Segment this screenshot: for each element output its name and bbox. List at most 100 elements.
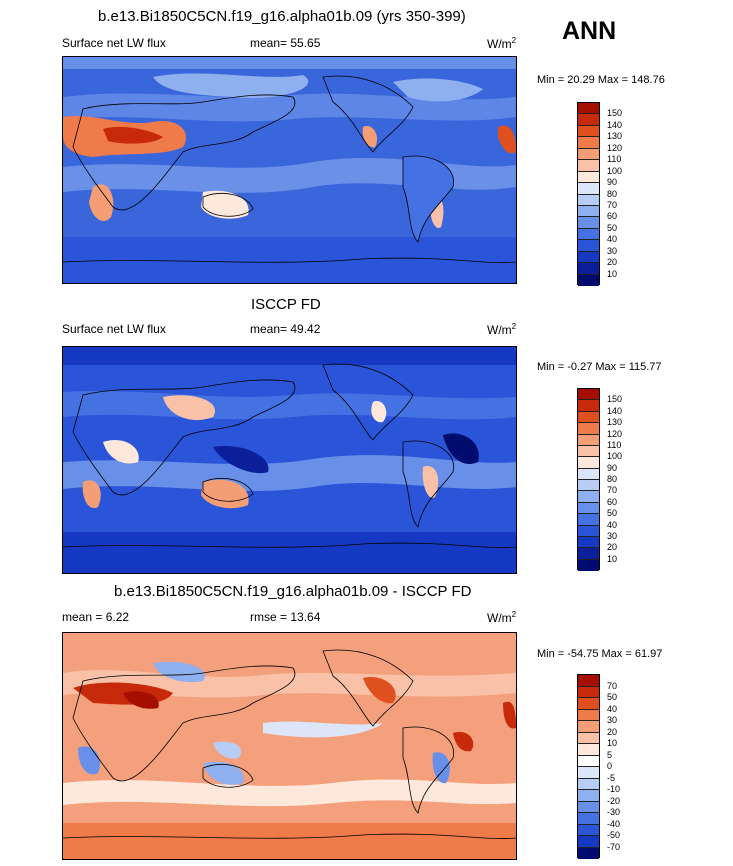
colorbar-swatch <box>578 251 599 264</box>
colorbar-tick-label: 10 <box>607 553 618 564</box>
colorbar-tick-label: 5 <box>607 749 613 760</box>
colorbar-swatch <box>578 148 599 161</box>
colorbar-swatch <box>578 721 599 733</box>
colorbar-tick-label: 60 <box>607 211 618 222</box>
colorbar-swatch <box>578 709 599 721</box>
colorbar-swatch <box>578 847 599 859</box>
colorbar-swatch <box>578 813 599 825</box>
colorbar-swatch <box>578 502 599 515</box>
colorbar-swatch <box>578 205 599 218</box>
colorbar-tick-label: 20 <box>607 726 618 737</box>
colorbar-tick-label: 80 <box>607 188 618 199</box>
panel-3-title: b.e13.Bi1850C5CN.f19_g16.alpha01b.09 - I… <box>114 583 472 600</box>
colorbar-tick-label: 70 <box>607 485 618 496</box>
colorbar-tick-label: -50 <box>607 830 621 840</box>
colorbar-tick-label: 50 <box>607 222 618 233</box>
panel-2-mean: mean= 49.42 <box>250 322 321 336</box>
colorbar-swatch <box>578 274 599 286</box>
panel-1-mean: mean= 55.65 <box>250 36 321 50</box>
colorbar-swatch <box>578 686 599 698</box>
colorbar-swatch <box>578 514 599 526</box>
colorbar-swatch <box>578 137 599 149</box>
colorbar-swatch <box>578 194 599 206</box>
colorbar-tick-label: 60 <box>607 496 618 507</box>
colorbar-tick-label: 100 <box>607 165 623 176</box>
colorbar-swatch <box>578 559 599 571</box>
colorbar-tick-label: 130 <box>607 417 623 428</box>
panel-2-minmax: Min = -0.27 Max = 115.77 <box>537 361 662 373</box>
colorbar-swatch <box>578 160 599 172</box>
colorbar-swatch <box>578 525 599 537</box>
colorbar-tick-label: 110 <box>607 154 622 165</box>
colorbar-swatch <box>578 434 599 446</box>
colorbar-swatch <box>578 423 599 435</box>
colorbar-tick-label: -70 <box>607 841 621 852</box>
panel-3-units: W/m2 <box>487 610 517 625</box>
colorbar-tick-label: 10 <box>607 738 618 748</box>
colorbar-swatch <box>578 103 599 115</box>
colorbar-swatch <box>578 491 599 503</box>
colorbar-swatch <box>578 263 599 275</box>
colorbar-swatch <box>578 468 599 480</box>
colorbar-swatch <box>578 778 599 790</box>
panel-1-minmax: Min = 20.29 Max = 148.76 <box>537 74 665 86</box>
colorbar-swatch <box>578 801 599 813</box>
colorbar-tick-label: 110 <box>607 439 622 450</box>
colorbar-swatch <box>578 400 599 412</box>
panel-2-map <box>62 346 517 574</box>
colorbar-tick-label: 90 <box>607 462 618 473</box>
panel-3-colorbar <box>577 674 600 859</box>
colorbar-tick-label: 90 <box>607 177 618 188</box>
colorbar-tick-label: 120 <box>607 428 623 439</box>
colorbar-tick-label: 10 <box>607 268 618 279</box>
colorbar-swatch <box>578 790 599 802</box>
colorbar-tick-label: 80 <box>607 474 618 484</box>
panel-2-variable: Surface net LW flux <box>62 322 166 336</box>
colorbar-tick-label: -5 <box>607 772 616 783</box>
colorbar-swatch <box>578 836 599 848</box>
colorbar-tick-label: 70 <box>607 199 618 210</box>
panel-2-colorbar <box>577 388 600 571</box>
panel-3-rmse: rmse = 13.64 <box>250 610 321 624</box>
panel-1-title: b.e13.Bi1850C5CN.f19_g16.alpha01b.09 (yr… <box>98 8 466 25</box>
colorbar-tick-label: 100 <box>607 451 623 462</box>
colorbar-tick-label: 140 <box>607 119 623 130</box>
colorbar-swatch <box>578 457 599 469</box>
colorbar-swatch <box>578 480 599 492</box>
panel-1-units: W/m2 <box>487 36 517 51</box>
colorbar-tick-label: -40 <box>607 818 621 829</box>
colorbar-swatch <box>578 824 599 836</box>
panel-1-map <box>62 56 517 284</box>
colorbar-swatch <box>578 228 599 241</box>
colorbar-swatch <box>578 389 599 401</box>
colorbar-tick-label: 30 <box>607 245 618 256</box>
colorbar-swatch <box>578 217 599 229</box>
colorbar-swatch <box>578 698 599 710</box>
colorbar-swatch <box>578 548 599 560</box>
colorbar-tick-label: 20 <box>607 257 618 268</box>
colorbar-tick-label: -10 <box>607 784 621 794</box>
colorbar-swatch <box>578 125 599 138</box>
colorbar-tick-label: 30 <box>607 715 618 725</box>
colorbar-swatch <box>578 675 599 687</box>
panel-3-map <box>62 632 517 860</box>
colorbar-tick-label: 0 <box>607 761 613 771</box>
panel-2-units: W/m2 <box>487 322 517 337</box>
colorbar-tick-label: 50 <box>607 692 618 702</box>
colorbar-tick-label: 120 <box>607 142 623 153</box>
colorbar-swatch <box>578 411 599 424</box>
colorbar-tick-label: 130 <box>607 131 623 142</box>
colorbar-tick-label: 40 <box>607 703 618 714</box>
colorbar-swatch <box>578 240 599 252</box>
colorbar-tick-label: 150 <box>607 394 623 405</box>
panel-2-title: ISCCP FD <box>251 296 321 313</box>
colorbar-swatch <box>578 536 599 549</box>
colorbar-tick-label: 50 <box>607 508 618 519</box>
panel-1-colorbar <box>577 102 600 286</box>
colorbar-swatch <box>578 767 599 779</box>
colorbar-swatch <box>578 732 599 744</box>
colorbar-tick-label: 140 <box>607 405 623 416</box>
colorbar-tick-label: -20 <box>607 795 621 806</box>
colorbar-swatch <box>578 183 599 195</box>
colorbar-tick-label: 20 <box>607 542 618 553</box>
